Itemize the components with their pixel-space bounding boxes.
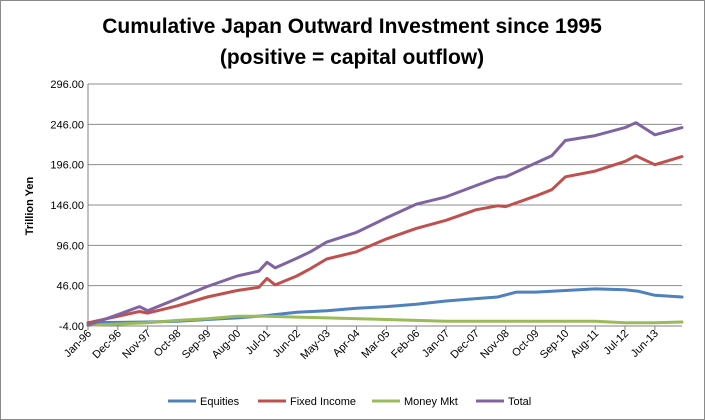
x-tick-label: Jun-13: [629, 328, 661, 360]
legend: Equities Fixed Income Money Mkt Total: [168, 396, 531, 408]
axes: [87, 84, 682, 327]
legend-label: Equities: [200, 396, 240, 408]
x-tick-label: Feb-06: [389, 328, 422, 361]
x-tick-label: May-03: [298, 328, 332, 362]
x-tick-label: Oct-09: [510, 328, 542, 360]
series-line-total: [86, 121, 684, 327]
gridlines: [88, 83, 682, 287]
x-tick-label: Aug-00: [210, 328, 244, 362]
chart-title-line-1: Cumulative Japan Outward Investment sinc…: [102, 15, 602, 38]
x-tick-label: Jun-02: [271, 328, 303, 360]
legend-item-money-mkt: Money Mkt: [372, 396, 458, 408]
x-tick-label: Dec-07: [448, 328, 482, 362]
x-tick-label: Dec-96: [90, 328, 124, 362]
y-tick-label: 146.00: [50, 200, 84, 212]
x-tick-label: Aug-11: [568, 328, 601, 361]
legend-item-total: Total: [476, 396, 531, 408]
legend-label: Total: [508, 396, 531, 408]
x-tick-label: Jan-07: [420, 328, 452, 360]
y-tick-label: 196.00: [50, 160, 84, 172]
legend-item-equities: Equities: [168, 396, 240, 408]
y-tick-label: 46.00: [56, 281, 84, 293]
x-tick-label: Mar-05: [359, 328, 392, 361]
chart-title-line-2: (positive = capital outflow): [220, 46, 484, 69]
y-tick-label: 96.00: [56, 240, 84, 252]
legend-item-fixed-income: Fixed Income: [258, 396, 356, 408]
x-tick-label: Oct-98: [152, 328, 184, 360]
series-lines: [86, 121, 684, 327]
legend-label: Money Mkt: [404, 396, 458, 408]
x-tick-label: Sep-10: [538, 328, 572, 362]
x-tick-label: Nov-97: [120, 328, 154, 362]
x-tick-label: Apr-04: [331, 328, 363, 360]
x-tick-label: Jul-12: [601, 328, 631, 358]
x-tick-label: Sep-99: [180, 328, 214, 362]
y-tick-labels: 296.00 246.00 196.00 146.00 96.00 46.00 -4.00: [50, 79, 84, 333]
y-tick-label: -4.00: [59, 321, 84, 333]
series-line-fixed-income: [86, 154, 684, 325]
series-line-money-mkt: [86, 314, 684, 327]
y-axis-label: Trillion Yen: [24, 176, 36, 235]
y-tick-label: 246.00: [50, 119, 84, 131]
y-tick-label: 296.00: [50, 79, 84, 91]
x-tick-label: Nov-08: [478, 328, 512, 362]
legend-label: Fixed Income: [290, 396, 356, 408]
x-tick-label: Jul-01: [243, 328, 273, 358]
